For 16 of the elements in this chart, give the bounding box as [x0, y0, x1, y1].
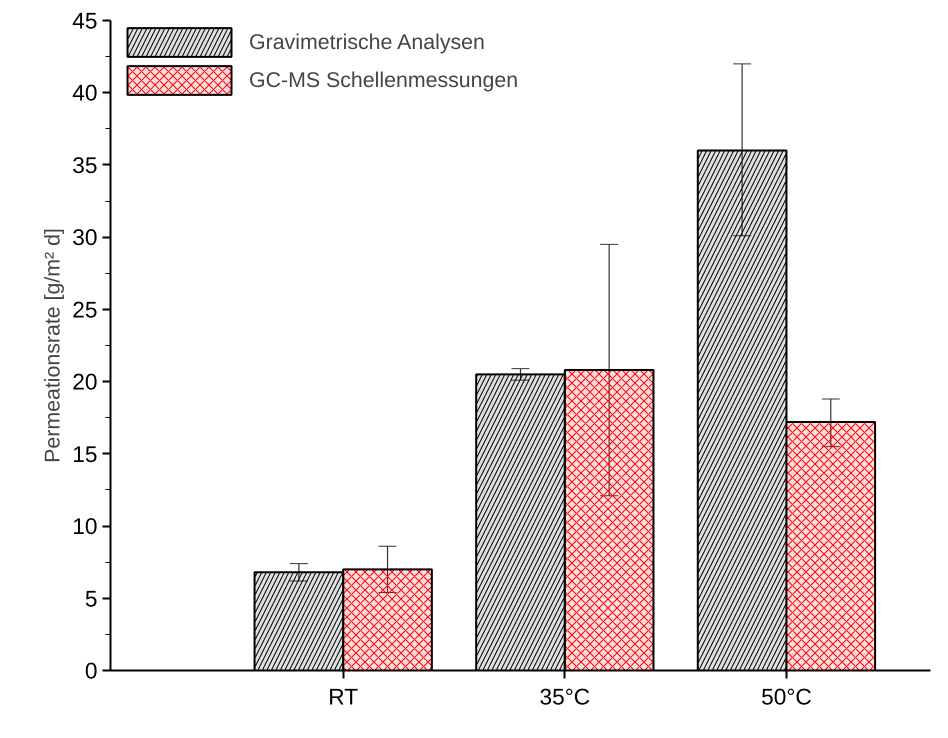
legend-label: Gravimetrische Analysen — [249, 30, 485, 54]
x-tick-label: 35°C — [540, 684, 590, 710]
x-tick-label: 50°C — [761, 684, 812, 710]
y-tick-label: 10 — [72, 513, 98, 540]
y-tick-label: 35 — [72, 152, 98, 178]
y-tick-label: 5 — [84, 585, 98, 612]
y-tick-label: 25 — [72, 296, 98, 322]
y-tick-label: 45 — [72, 8, 98, 34]
y-tick-label: 40 — [72, 80, 98, 106]
legend-label: GC-MS Schellenmessungen — [249, 68, 518, 92]
x-tick-label: RT — [328, 684, 358, 710]
y-tick-label: 20 — [72, 368, 98, 395]
y-tick-label: 30 — [72, 224, 98, 250]
y-axis-title: Permeationsrate [g/m² d] — [40, 228, 64, 463]
y-tick-label: 15 — [72, 440, 98, 467]
y-tick-label: 0 — [84, 658, 98, 684]
